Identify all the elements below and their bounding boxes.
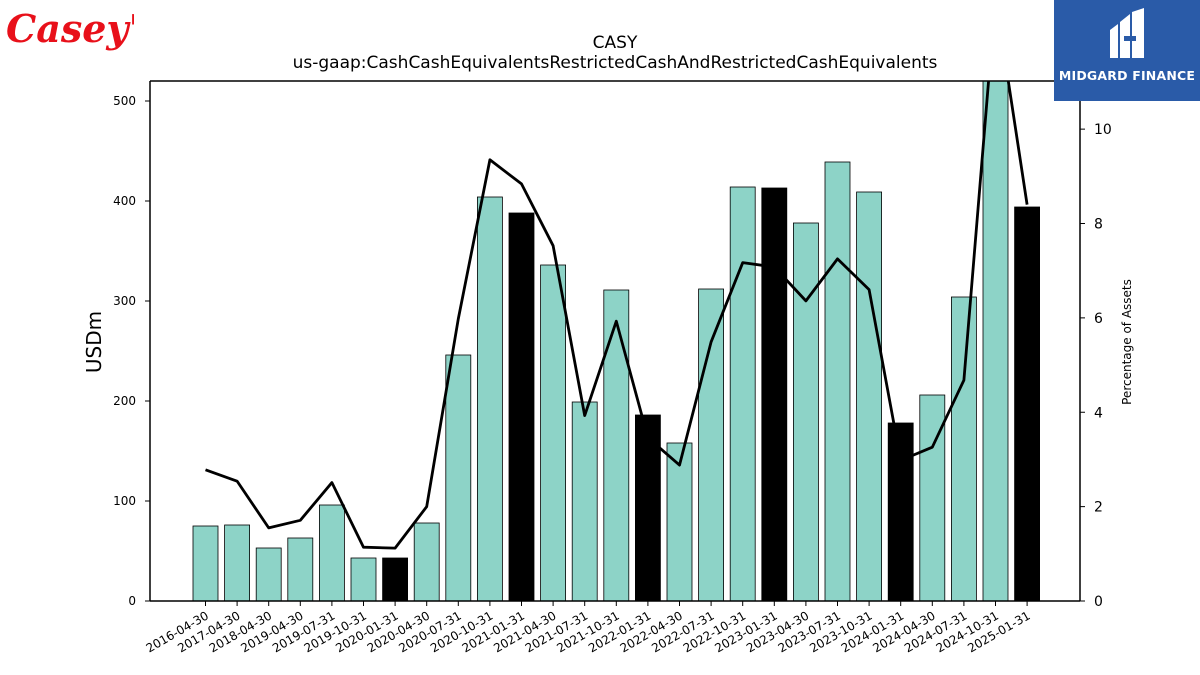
y-right-tick-label: 2: [1094, 500, 1103, 516]
y-left-tick-label: 100: [113, 494, 136, 508]
bar-2020-01-31: [382, 557, 409, 601]
bar-2020-07-31: [445, 354, 472, 601]
bar-2022-04-30: [666, 442, 693, 601]
y-axis-right-label: Percentage of Assets: [1120, 279, 1134, 405]
bar-2020-10-31: [476, 196, 503, 601]
bar-2023-04-30: [793, 222, 819, 601]
bar-2023-07-31: [824, 161, 851, 601]
bar-series: [192, 81, 1040, 601]
bar-2019-04-30: [287, 537, 314, 601]
bar-2017-04-30: [224, 524, 251, 601]
y-left-tick-label: 400: [113, 194, 136, 208]
y-left-tick-label: 500: [113, 94, 136, 108]
bar-2024-10-31: [982, 81, 1009, 601]
midgard-finance-logo: MIDGARD FINANCE: [1054, 0, 1200, 101]
y-left-tick-label: 0: [128, 594, 136, 608]
y-right-tick-label: 4: [1094, 405, 1103, 421]
midgard-emblem-icon: [1110, 8, 1144, 58]
bar-2025-01-31: [1014, 206, 1040, 601]
bar-2016-04-30: [192, 525, 219, 601]
y-right-tick-label: 0: [1094, 594, 1103, 610]
bar-2023-01-31: [761, 187, 788, 601]
bar-2021-10-31: [603, 289, 630, 601]
chart-subtitle: us-gaap:CashCashEquivalentsRestrictedCas…: [293, 53, 938, 73]
percentage-of-assets-line: [205, 81, 1029, 550]
y-right-tick-label: 8: [1094, 217, 1103, 233]
bar-2024-01-31: [887, 422, 914, 601]
bar-2024-07-31: [951, 296, 977, 601]
bar-2022-10-31: [729, 186, 756, 601]
y-left-tick-label: 300: [113, 294, 136, 308]
chart-title: CASY: [593, 33, 638, 53]
caseys-logo-text: Casey's: [6, 6, 134, 51]
caseys-logo: Casey's: [4, 2, 162, 58]
y-right-tick-label: 10: [1094, 122, 1112, 138]
bar-2018-04-30: [255, 547, 282, 601]
bar-2021-01-31: [508, 212, 535, 601]
y-left-tick-label: 200: [113, 394, 136, 408]
bar-2020-04-30: [413, 522, 440, 601]
y-axis-left-label: USDm: [82, 311, 106, 373]
bar-2022-07-31: [698, 288, 724, 601]
bar-2022-01-31: [635, 414, 661, 601]
bar-2019-07-31: [318, 504, 345, 601]
line-series: [205, 81, 1029, 550]
bar-2023-10-31: [856, 191, 882, 601]
bar-2021-07-31: [571, 401, 598, 601]
bar-2019-10-31: [350, 557, 377, 601]
y-right-tick-label: 6: [1094, 311, 1103, 327]
bar-2021-04-30: [540, 264, 566, 601]
midgard-finance-text: MIDGARD FINANCE: [1058, 68, 1196, 83]
